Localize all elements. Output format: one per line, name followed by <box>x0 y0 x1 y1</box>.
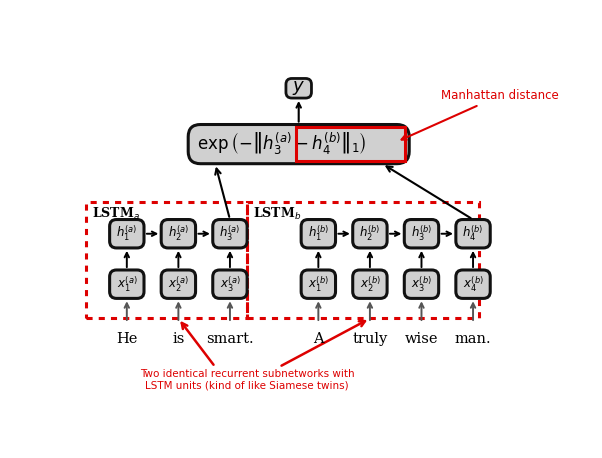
Text: He: He <box>116 332 137 346</box>
Text: Manhattan distance: Manhattan distance <box>402 89 559 140</box>
Text: $\exp\left(-\left\|h_3^{(a)}-h_4^{(b)}\right\|_1\right)$: $\exp\left(-\left\|h_3^{(a)}-h_4^{(b)}\r… <box>197 131 367 158</box>
FancyBboxPatch shape <box>353 219 387 248</box>
Text: $y$: $y$ <box>292 79 305 97</box>
FancyBboxPatch shape <box>405 219 439 248</box>
FancyBboxPatch shape <box>456 219 490 248</box>
FancyBboxPatch shape <box>213 219 247 248</box>
Text: wise: wise <box>405 332 438 346</box>
Text: $x_2^{(b)}$: $x_2^{(b)}$ <box>359 274 380 294</box>
Text: smart.: smart. <box>206 332 254 346</box>
Text: $x_3^{(a)}$: $x_3^{(a)}$ <box>220 274 240 294</box>
Text: $x_2^{(a)}$: $x_2^{(a)}$ <box>168 274 188 294</box>
Text: $x_3^{(b)}$: $x_3^{(b)}$ <box>411 274 432 294</box>
Text: $h_1^{(a)}$: $h_1^{(a)}$ <box>116 224 137 244</box>
Text: $x_1^{(a)}$: $x_1^{(a)}$ <box>117 274 137 294</box>
Text: is: is <box>172 332 185 346</box>
FancyBboxPatch shape <box>353 270 387 299</box>
Text: LSTM units (kind of like Siamese twins): LSTM units (kind of like Siamese twins) <box>145 380 349 390</box>
FancyBboxPatch shape <box>110 219 144 248</box>
FancyBboxPatch shape <box>405 270 439 299</box>
Text: $h_4^{(b)}$: $h_4^{(b)}$ <box>462 224 484 244</box>
FancyBboxPatch shape <box>213 270 247 299</box>
Text: $h_1^{(b)}$: $h_1^{(b)}$ <box>308 224 329 244</box>
Text: truly: truly <box>352 332 388 346</box>
FancyBboxPatch shape <box>301 270 335 299</box>
Text: $x_4^{(b)}$: $x_4^{(b)}$ <box>463 274 483 294</box>
FancyBboxPatch shape <box>188 125 409 164</box>
Text: $h_2^{(a)}$: $h_2^{(a)}$ <box>168 224 189 244</box>
FancyBboxPatch shape <box>161 270 196 299</box>
FancyBboxPatch shape <box>456 270 490 299</box>
FancyBboxPatch shape <box>110 270 144 299</box>
FancyBboxPatch shape <box>301 219 335 248</box>
Text: $x_1^{(b)}$: $x_1^{(b)}$ <box>308 274 329 294</box>
Text: $h_3^{(b)}$: $h_3^{(b)}$ <box>411 224 432 244</box>
Text: man.: man. <box>455 332 491 346</box>
Text: $h_2^{(b)}$: $h_2^{(b)}$ <box>359 224 380 244</box>
FancyBboxPatch shape <box>286 78 311 98</box>
FancyBboxPatch shape <box>161 219 196 248</box>
Text: Two identical recurrent subnetworks with: Two identical recurrent subnetworks with <box>140 369 355 379</box>
Text: $h_3^{(a)}$: $h_3^{(a)}$ <box>219 224 241 244</box>
Text: LSTM$_a$: LSTM$_a$ <box>92 206 140 222</box>
Text: LSTM$_b$: LSTM$_b$ <box>253 206 301 222</box>
Text: A: A <box>313 332 324 346</box>
